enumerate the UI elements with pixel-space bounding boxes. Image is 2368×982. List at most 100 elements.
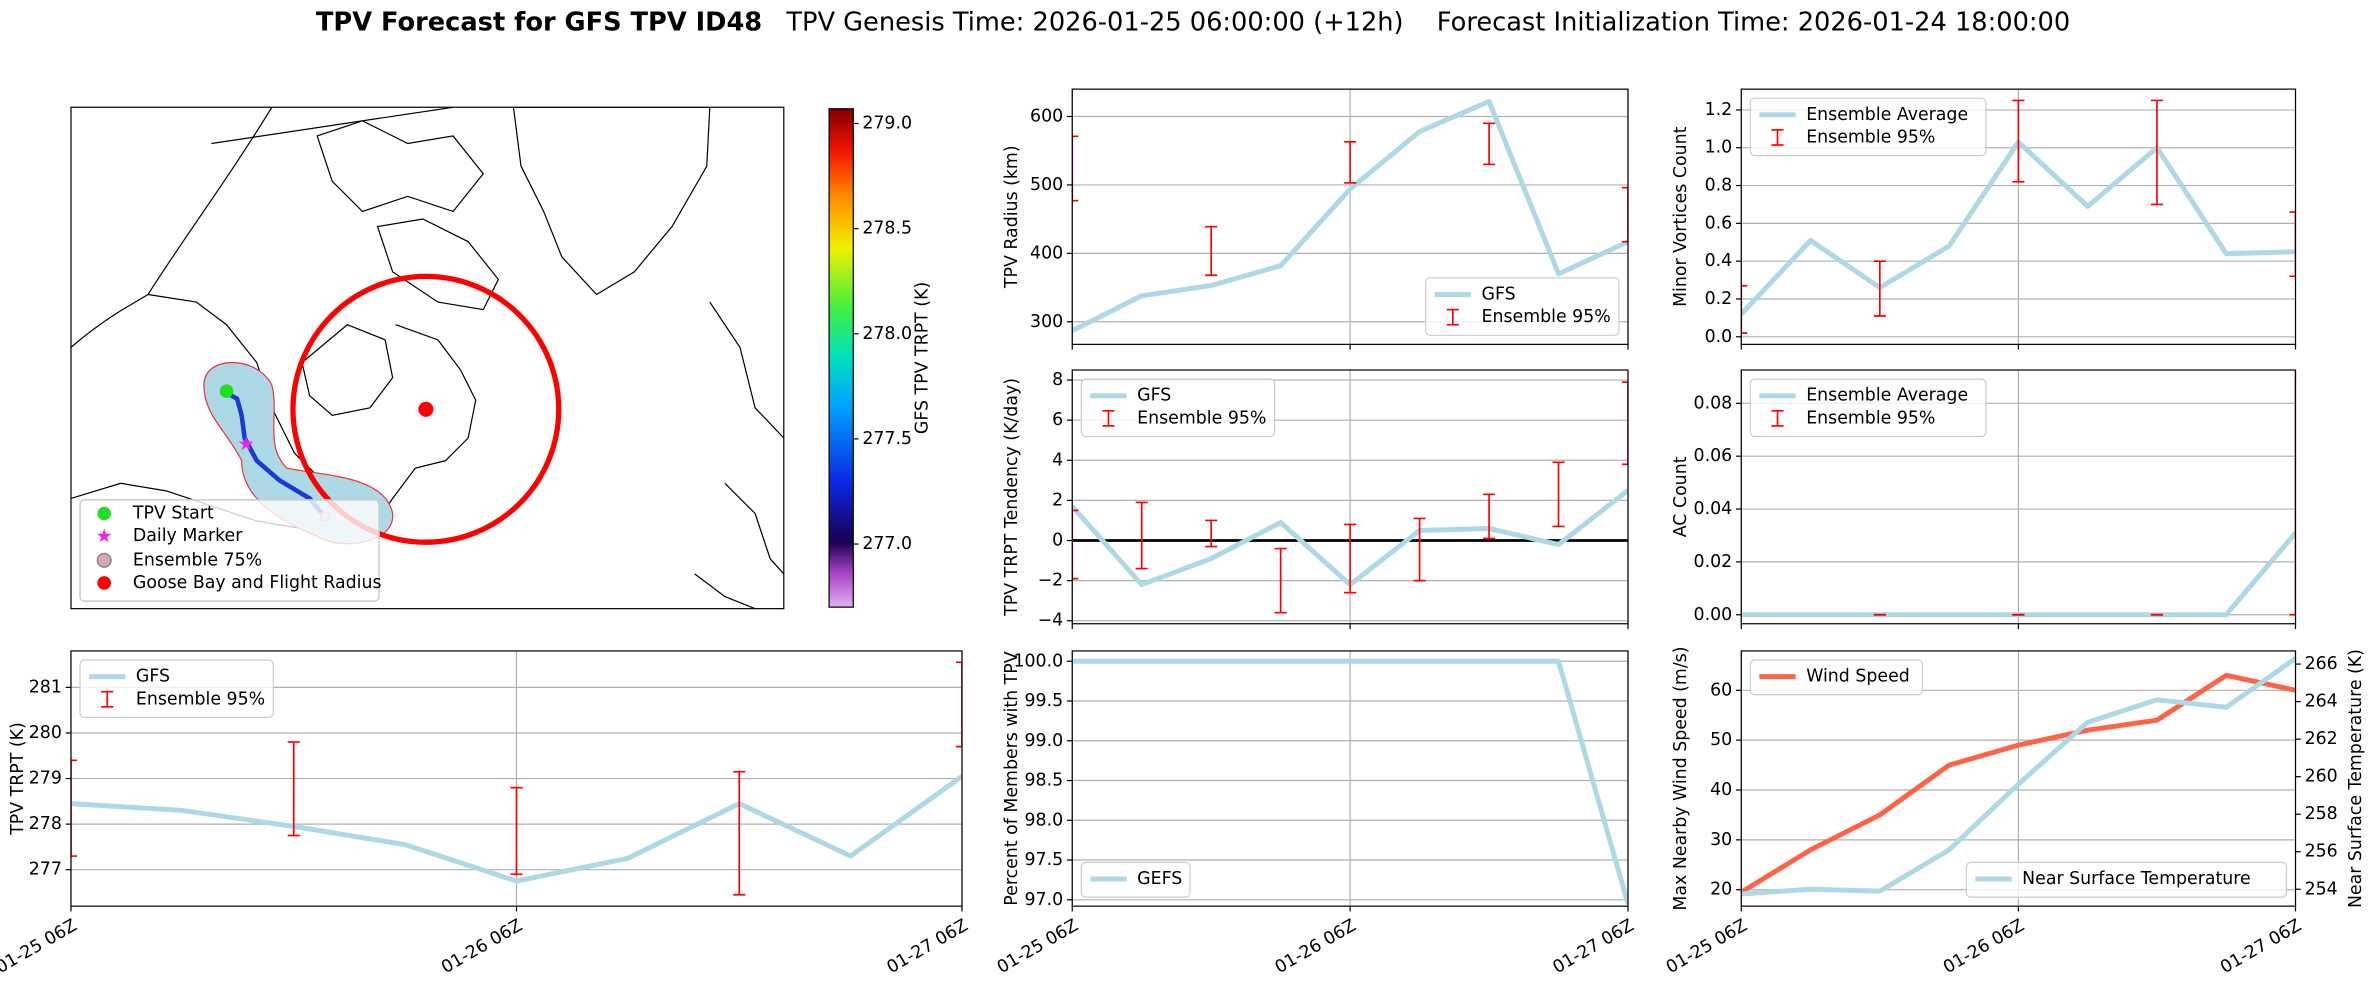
y2-tick-label: 262 [2305, 729, 2338, 749]
plot-area [1741, 99, 2296, 334]
legend-marker [97, 506, 111, 521]
plot-area [1741, 370, 2296, 618]
x-tick-label: 01-25 06Z [1663, 916, 1751, 978]
plot-area [1741, 656, 2296, 897]
map-frame [70, 106, 785, 610]
legend-label: Ensemble 95% [1482, 307, 1611, 327]
y-tick-label: 281 [29, 677, 62, 697]
daily-marker [238, 436, 254, 451]
plot-frame [70, 650, 963, 907]
colorbar-tick-label: 279.0 [862, 113, 912, 133]
y-tick-label: 40 [1710, 780, 1732, 800]
y-tick-label: 1.2 [1705, 100, 1733, 120]
y-tick-label: 1.0 [1705, 138, 1733, 158]
y2-tick-label: 258 [2305, 804, 2338, 824]
panel: 0.00 0.02 0.04 0.06 0.08 AC Count Ensemble Ave… [1671, 369, 2297, 630]
y-tick-label: 277 [29, 860, 62, 880]
y-tick-label: 0.8 [1705, 176, 1733, 196]
plot-frame [1740, 369, 2297, 625]
y-tick-label: 0.0 [1705, 327, 1733, 347]
y-tick-label: 0.00 [1694, 605, 1733, 625]
legend [1425, 277, 1620, 336]
y-tick-label: 97.0 [1025, 890, 1064, 910]
y-tick-label: 300 [1030, 312, 1063, 332]
x-tick-label: 01-25 06Z [994, 916, 1082, 978]
legend-label: GFS [1482, 285, 1516, 305]
y-tick-label: 0.4 [1705, 251, 1733, 271]
y-tick-label: 0.06 [1694, 446, 1733, 466]
flight-radius [290, 273, 562, 545]
legend-marker [96, 552, 112, 568]
y-tick-label: 50 [1710, 730, 1732, 750]
legend [1749, 378, 1987, 438]
y-tick-label: 6 [1052, 410, 1063, 430]
map: TPV Start Daily Marker Ensemble 75% Goos… [70, 106, 785, 610]
legend-label: TPV Start [132, 504, 214, 524]
y2-tick-label: 266 [2305, 654, 2338, 674]
goose-bay [418, 401, 434, 417]
y-tick-label: 98.0 [1025, 810, 1064, 830]
y2-tick-label: 256 [2305, 842, 2338, 862]
y-tick-label: 20 [1710, 880, 1732, 900]
legend-marker [97, 528, 112, 543]
y-tick-label: 8 [1052, 370, 1063, 390]
y-axis-label: AC Count [1671, 456, 1691, 537]
legend-label: GFS [1137, 386, 1171, 406]
panel: 01-25 06Z 01-26 06Z 01-27 06Z 277 278 279 280 2… [0, 650, 972, 978]
legend-label: Ensemble 95% [136, 689, 265, 709]
y-tick-label: 279 [29, 769, 62, 789]
y-tick-label: −4 [1038, 611, 1064, 631]
legend-label: GEFS [1137, 869, 1182, 889]
y-tick-label: 400 [1030, 243, 1063, 263]
plot-frame [1071, 369, 1629, 625]
legend [1749, 659, 1924, 696]
y-tick-label: 0.2 [1705, 289, 1733, 309]
y-tick-label: 99.5 [1025, 691, 1064, 711]
panel: 0.0 0.2 0.4 0.6 0.8 1.0 1.2 Minor Vortices Coun… [1671, 88, 2297, 350]
x-tick-label: 01-26 06Z [1940, 916, 2028, 978]
series-line [1741, 656, 2296, 897]
title-init: Forecast Initialization Time: 2026-01-24… [1437, 8, 2070, 38]
map-legend [79, 499, 380, 602]
track-envelope [203, 362, 394, 545]
x-tick-label: 01-27 06Z [2217, 916, 2305, 978]
colorbar-tick-label: 277.0 [862, 534, 912, 554]
y2-tick-label: 260 [2305, 767, 2338, 787]
y-tick-label: 600 [1030, 107, 1063, 127]
coastlines [70, 107, 784, 609]
legend-label: Wind Speed [1806, 667, 1910, 687]
y-tick-label: 280 [29, 723, 62, 743]
y-tick-label: 2 [1052, 490, 1063, 510]
x-tick-label: 01-27 06Z [1550, 916, 1638, 978]
suptitle: TPV Forecast for GFS TPV ID48 TPV Genesis… [316, 8, 2070, 38]
legend-label: Goose Bay and Flight Radius [133, 573, 382, 593]
x-tick-label: 01-27 06Z [884, 916, 972, 978]
legend-label: Ensemble Average [1806, 105, 1968, 125]
y-axis-label: TPV TRPT (K) [8, 722, 28, 836]
legend [1749, 97, 1987, 157]
y-tick-label: 99.0 [1025, 731, 1064, 751]
legend-label: Near Surface Temperature [2022, 869, 2251, 889]
series-line [1741, 672, 2296, 895]
tpv-start [219, 384, 234, 398]
y-tick-label: 0.02 [1694, 552, 1733, 572]
panel: 01-25 06Z 01-26 06Z 01-27 06Z 97.0 97.5 98.0 9… [994, 650, 1638, 978]
legend-label: Ensemble 95% [1806, 127, 1935, 147]
plot-area [1072, 658, 1628, 905]
legend [79, 659, 274, 718]
x-tick-label: 01-26 06Z [1272, 916, 1360, 978]
y-axis-label: TPV TRPT Tendency (K/day) [1002, 378, 1022, 617]
colorbar-label: GFS TPV TRPT (K) [913, 282, 933, 434]
legend [1965, 861, 2288, 898]
y-tick-label: 4 [1052, 450, 1063, 470]
y-tick-label: 100.0 [1013, 651, 1063, 671]
y-tick-label: 60 [1710, 680, 1732, 700]
plot-area [70, 661, 962, 896]
y-tick-label: 97.5 [1025, 850, 1064, 870]
y-tick-label: 500 [1030, 175, 1063, 195]
y-tick-label: 0.08 [1694, 393, 1733, 413]
y-tick-label: 0 [1052, 531, 1063, 551]
y-tick-label: 278 [29, 814, 62, 834]
y-tick-label: 0.6 [1705, 213, 1733, 233]
